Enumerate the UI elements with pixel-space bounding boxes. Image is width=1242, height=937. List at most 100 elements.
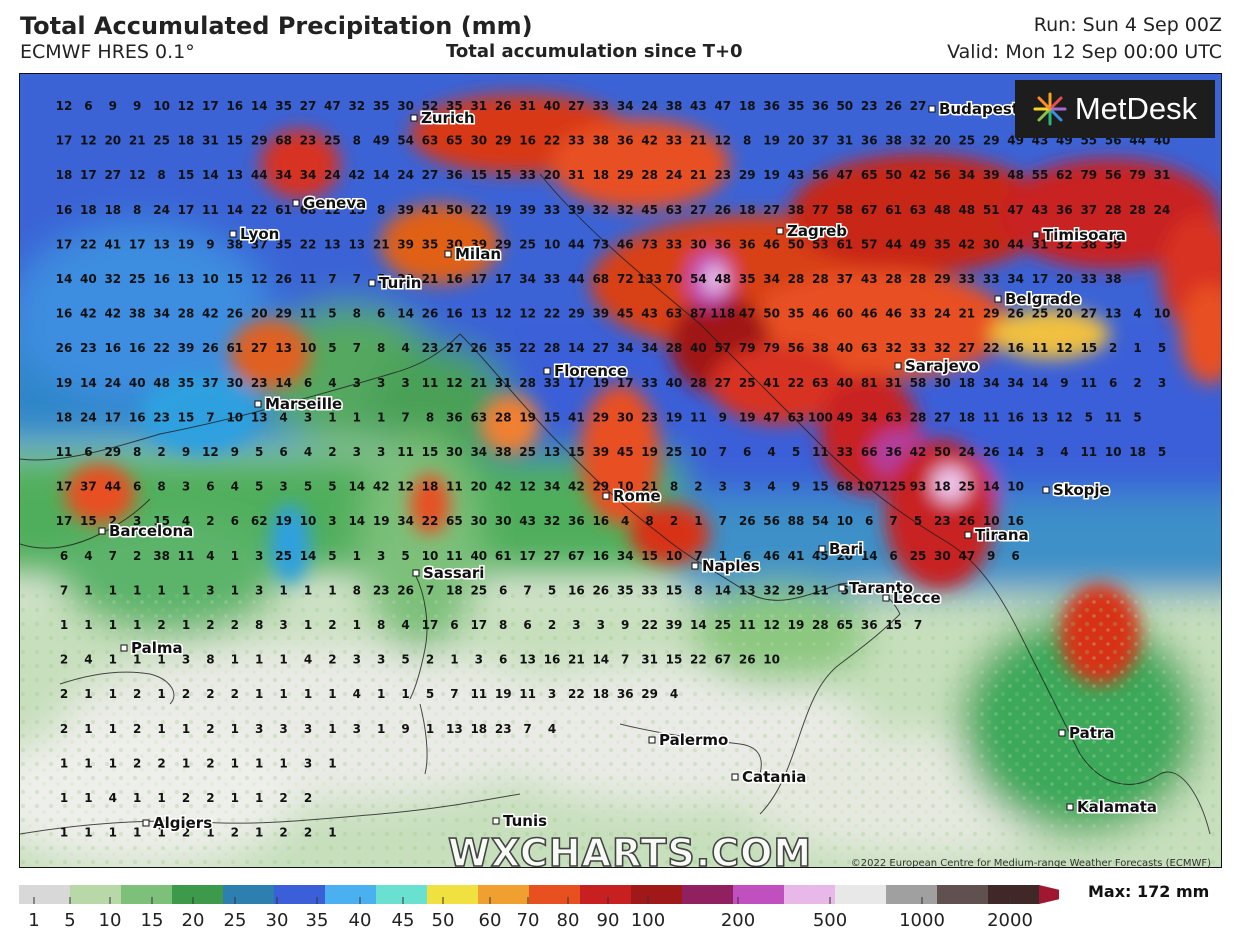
- grid-value: 37: [1080, 203, 1097, 217]
- grid-value: 10: [983, 514, 1000, 528]
- grid-value: 35: [446, 99, 463, 113]
- grid-value: 33: [983, 272, 1000, 286]
- grid-value: 4: [206, 549, 214, 563]
- grid-value: 1: [60, 791, 68, 805]
- grid-value: 5: [401, 549, 409, 563]
- color-scale-label: 45: [391, 910, 415, 931]
- grid-value: 1: [231, 791, 239, 805]
- grid-value: 35: [422, 237, 439, 251]
- grid-value: 4: [1060, 445, 1068, 459]
- precipitation-map[interactable]: 12 6 9 9 10 12 17 16 14 35 27 47 32 35 30 52 35 31 26 31 40 2…: [19, 73, 1222, 868]
- grid-value: 36: [617, 134, 634, 148]
- grid-value: 8: [499, 618, 507, 632]
- city-label-catania: Catania: [742, 768, 806, 786]
- grid-value: 5: [255, 445, 263, 459]
- grid-value: 4: [353, 687, 361, 701]
- grid-value: 5: [304, 480, 312, 494]
- grid-value: 13: [519, 653, 536, 667]
- grid-value: 1: [328, 687, 336, 701]
- color-scale-label: 100: [630, 910, 666, 931]
- color-scale-segment: [682, 885, 734, 904]
- color-scale-segment: [478, 885, 530, 904]
- grid-value: 34: [617, 341, 634, 355]
- grid-value: 23: [422, 341, 439, 355]
- color-scale-bar: [19, 885, 1059, 904]
- grid-value: 32: [1056, 237, 1073, 251]
- grid-value: 3: [279, 722, 287, 736]
- grid-value: 26: [226, 307, 243, 321]
- grid-value: 67: [861, 203, 878, 217]
- grid-value: 13: [446, 722, 463, 736]
- grid-value: 1: [279, 756, 287, 770]
- grid-value: 42: [910, 445, 927, 459]
- grid-value: 28: [885, 272, 902, 286]
- grid-value: 32: [348, 99, 365, 113]
- grid-value: 63: [788, 410, 805, 424]
- grid-value: 30: [934, 376, 951, 390]
- color-scale-segment: [223, 885, 275, 904]
- grid-value: 6: [377, 307, 385, 321]
- grid-value: 8: [377, 618, 385, 632]
- grid-value: 5: [426, 687, 434, 701]
- grid-value: 5: [328, 549, 336, 563]
- grid-value: 43: [861, 272, 878, 286]
- grid-value: 45: [617, 307, 634, 321]
- grid-value: 31: [519, 99, 536, 113]
- grid-value: 43: [1032, 203, 1049, 217]
- grid-value: 12: [178, 99, 195, 113]
- grid-value: 1: [377, 687, 385, 701]
- grid-value: 68: [275, 134, 292, 148]
- grid-value: 4: [1133, 307, 1141, 321]
- grid-value: 15: [666, 653, 683, 667]
- grid-value: 38: [788, 203, 805, 217]
- grid-value: 12: [446, 376, 463, 390]
- value-grid: 12 6 9 9 10 12 17 16 14 35 27 47 32 35 30 52 35 31 26 31 40 2…: [56, 99, 1171, 840]
- grid-value: 5: [377, 272, 385, 286]
- grid-value: 13: [739, 583, 756, 597]
- grid-value: 23: [300, 134, 317, 148]
- grid-value: 26: [470, 341, 487, 355]
- grid-value: 33: [836, 445, 853, 459]
- grid-value: 36: [568, 514, 585, 528]
- grid-value: 23: [714, 168, 731, 182]
- grid-value: 1: [255, 687, 263, 701]
- grid-value: 46: [812, 307, 829, 321]
- grid-value: 28: [690, 376, 707, 390]
- grid-value: 63: [422, 134, 439, 148]
- grid-value: 1: [109, 687, 117, 701]
- grid-value: 27: [446, 341, 463, 355]
- grid-value: 15: [80, 514, 97, 528]
- city-label-kalamata: Kalamata: [1077, 798, 1157, 816]
- grid-value: 12: [202, 445, 219, 459]
- grid-value: 5: [548, 583, 556, 597]
- city-marker: [492, 817, 500, 825]
- grid-value: 11: [446, 480, 463, 494]
- grid-value: 58: [910, 376, 927, 390]
- grid-value: 4: [621, 514, 629, 528]
- grid-value: 3: [304, 410, 312, 424]
- grid-value: 4: [304, 653, 312, 667]
- grid-value: 33: [1080, 272, 1097, 286]
- grid-value: 12: [519, 480, 536, 494]
- grid-value: 20: [397, 272, 414, 286]
- grid-value: 39: [519, 203, 536, 217]
- grid-value: 30: [397, 99, 414, 113]
- grid-value: 17: [470, 272, 487, 286]
- grid-value: 3: [719, 480, 727, 494]
- grid-value: 18: [80, 203, 97, 217]
- grid-value: 36: [714, 237, 731, 251]
- grid-value: 7: [426, 583, 434, 597]
- grid-value: 20: [1056, 307, 1073, 321]
- grid-value: 35: [495, 341, 512, 355]
- grid-value: 77: [812, 203, 829, 217]
- city-label-algiers: Algiers: [153, 814, 212, 832]
- grid-value: 3: [133, 514, 141, 528]
- grid-value: 68: [300, 203, 317, 217]
- grid-value: 34: [397, 514, 414, 528]
- grid-value: 14: [690, 618, 707, 632]
- grid-value: 48: [958, 203, 975, 217]
- grid-value: 19: [739, 410, 756, 424]
- grid-value: 25: [714, 618, 731, 632]
- grid-value: 1: [426, 722, 434, 736]
- grid-value: 33: [666, 134, 683, 148]
